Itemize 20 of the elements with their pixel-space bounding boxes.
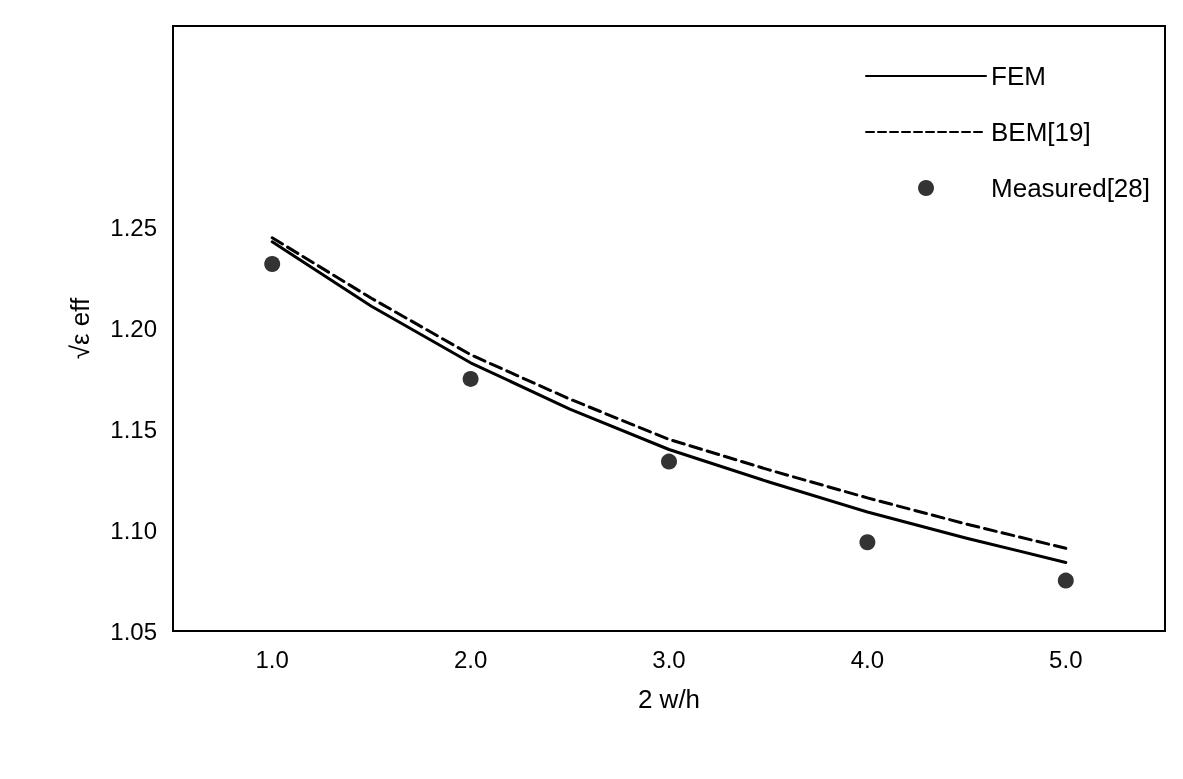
point	[859, 534, 876, 551]
x-tick-label: 1.0	[255, 645, 289, 673]
y-tick-label: 1.25	[110, 214, 157, 242]
x-axis-title: 2 w/h	[637, 684, 701, 714]
y-tick-label: 1.20	[110, 315, 157, 342]
point	[661, 453, 677, 470]
y-axis-title: √ε eff	[65, 296, 95, 360]
legend-label: BEM[19]	[991, 117, 1091, 147]
x-tick-label: 5.0	[1049, 645, 1083, 673]
x-tick-label: 4.0	[850, 645, 885, 673]
point	[462, 370, 479, 387]
y-tick-label: 1.05	[110, 617, 157, 645]
y-tick-label: 1.10	[110, 516, 157, 544]
point	[1057, 572, 1074, 589]
y-tick-label: 1.15	[110, 415, 157, 443]
x-tick-label: 3.0	[652, 645, 686, 673]
legend-label: Measured[28]	[991, 173, 1150, 203]
legend-label: FEM	[991, 61, 1046, 91]
x-tick-label: 2.0	[453, 645, 488, 673]
point	[264, 255, 281, 272]
